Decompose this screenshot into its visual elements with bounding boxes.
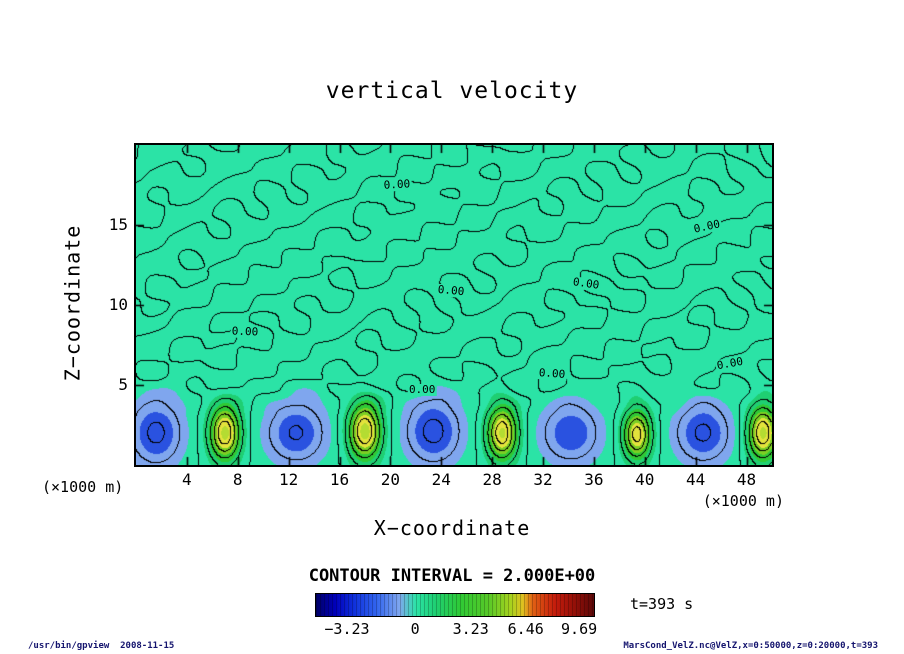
plot-title: vertical velocity: [325, 78, 579, 104]
colorbar-tick-label: 3.23: [452, 620, 489, 638]
y-axis-tick-label: 5: [118, 375, 128, 394]
zero-contour-label: 0.00: [537, 365, 567, 381]
footer-dataset: MarsCond_VelZ.nc@VelZ,x=0:50000,z=0:2000…: [623, 641, 878, 651]
colorbar-tick-label: −3.23: [324, 620, 370, 638]
colorbar-segment-stripes: [316, 594, 594, 616]
contour-plot-canvas: [136, 145, 772, 465]
x-axis-tick-label: 16: [329, 470, 350, 489]
colorbar-tick-label: 0: [410, 620, 420, 638]
x-axis-tick-label: 48: [736, 470, 757, 489]
y-axis-label: Z−coordinate: [54, 143, 90, 463]
zero-contour-label: 0.00: [436, 282, 467, 298]
footer-command: /usr/bin/gpview 2008-11-15: [28, 641, 175, 651]
zero-contour-label: 0.00: [382, 177, 412, 192]
x-axis-tick-label: 12: [278, 470, 299, 489]
x-axis-label: X−coordinate: [373, 516, 531, 540]
zero-contour-label: 0.00: [407, 382, 437, 396]
x-axis-tick-label: 40: [635, 470, 655, 489]
zero-contour-label: 0.00: [230, 324, 260, 339]
x-axis-tick-label: 44: [686, 470, 706, 489]
contour-interval-label: CONTOUR INTERVAL = 2.000E+00: [308, 566, 596, 586]
x-axis-tick-label: 36: [584, 470, 604, 489]
x-axis-tick-label: 32: [533, 470, 553, 489]
x-axis-units-left: (×1000 m): [42, 478, 124, 496]
x-axis-tick-label: 4: [182, 470, 192, 489]
y-axis-tick-label: 10: [108, 295, 128, 314]
x-axis-tick-label: 8: [232, 470, 243, 489]
x-axis-tick-label: 20: [380, 470, 401, 489]
x-axis-units-right: (×1000 m): [702, 492, 784, 510]
colorbar: [315, 593, 595, 617]
y-axis-tick-label: 15: [108, 215, 128, 234]
colorbar-tick-label: 9.69: [561, 620, 598, 638]
x-axis-tick-label: 24: [431, 470, 451, 489]
x-axis-tick-label: 28: [482, 470, 502, 489]
y-axis-label-text: Z−coordinate: [60, 224, 84, 382]
colorbar-tick-label: 6.46: [507, 620, 544, 638]
plot-area: 0.00 0.00 0.00 0.00 0.00 0.00 0.00 0.00: [134, 143, 774, 467]
time-annotation: t=393 s: [630, 595, 694, 613]
